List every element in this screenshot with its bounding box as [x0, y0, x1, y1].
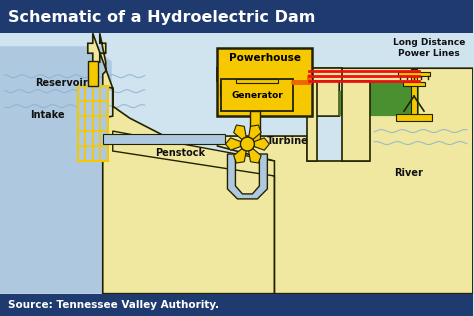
Text: Source: Tennessee Valley Authority.: Source: Tennessee Valley Authority. [8, 300, 219, 310]
Text: Reservoir: Reservoir [35, 78, 88, 88]
Bar [218, 68, 342, 81]
Text: Powerhouse: Powerhouse [229, 53, 301, 63]
Polygon shape [369, 116, 473, 294]
Bar [78, 86, 108, 161]
Bar [250, 111, 260, 146]
Polygon shape [218, 68, 473, 294]
Bar [307, 81, 317, 161]
Polygon shape [228, 154, 267, 199]
Bar [88, 61, 98, 86]
Polygon shape [234, 125, 247, 144]
Polygon shape [0, 46, 150, 294]
Bar [221, 79, 293, 111]
Bar [0, 294, 473, 316]
Polygon shape [247, 144, 261, 163]
Polygon shape [247, 125, 261, 144]
Bar [396, 114, 432, 121]
Bar [403, 82, 425, 86]
Bar [411, 69, 417, 114]
Polygon shape [234, 144, 247, 163]
Polygon shape [113, 131, 274, 176]
Text: Long Distance
Power Lines: Long Distance Power Lines [393, 38, 465, 58]
Circle shape [240, 137, 255, 151]
Text: Schematic of a Hydroelectric Dam: Schematic of a Hydroelectric Dam [8, 10, 315, 25]
Polygon shape [247, 138, 269, 150]
Polygon shape [339, 81, 419, 116]
Polygon shape [103, 134, 226, 144]
Bar [342, 81, 370, 161]
Bar [237, 79, 278, 83]
Text: Turbine: Turbine [267, 136, 309, 146]
Bar [398, 72, 430, 76]
Polygon shape [226, 138, 247, 150]
Bar [220, 84, 228, 96]
Bar [0, 0, 473, 33]
Bar [218, 48, 312, 116]
Text: Intake: Intake [30, 110, 64, 120]
Bar [0, 33, 473, 294]
Polygon shape [88, 33, 274, 294]
Text: Penstock: Penstock [155, 148, 205, 158]
Text: Generator: Generator [231, 91, 283, 100]
Text: River: River [394, 168, 423, 178]
